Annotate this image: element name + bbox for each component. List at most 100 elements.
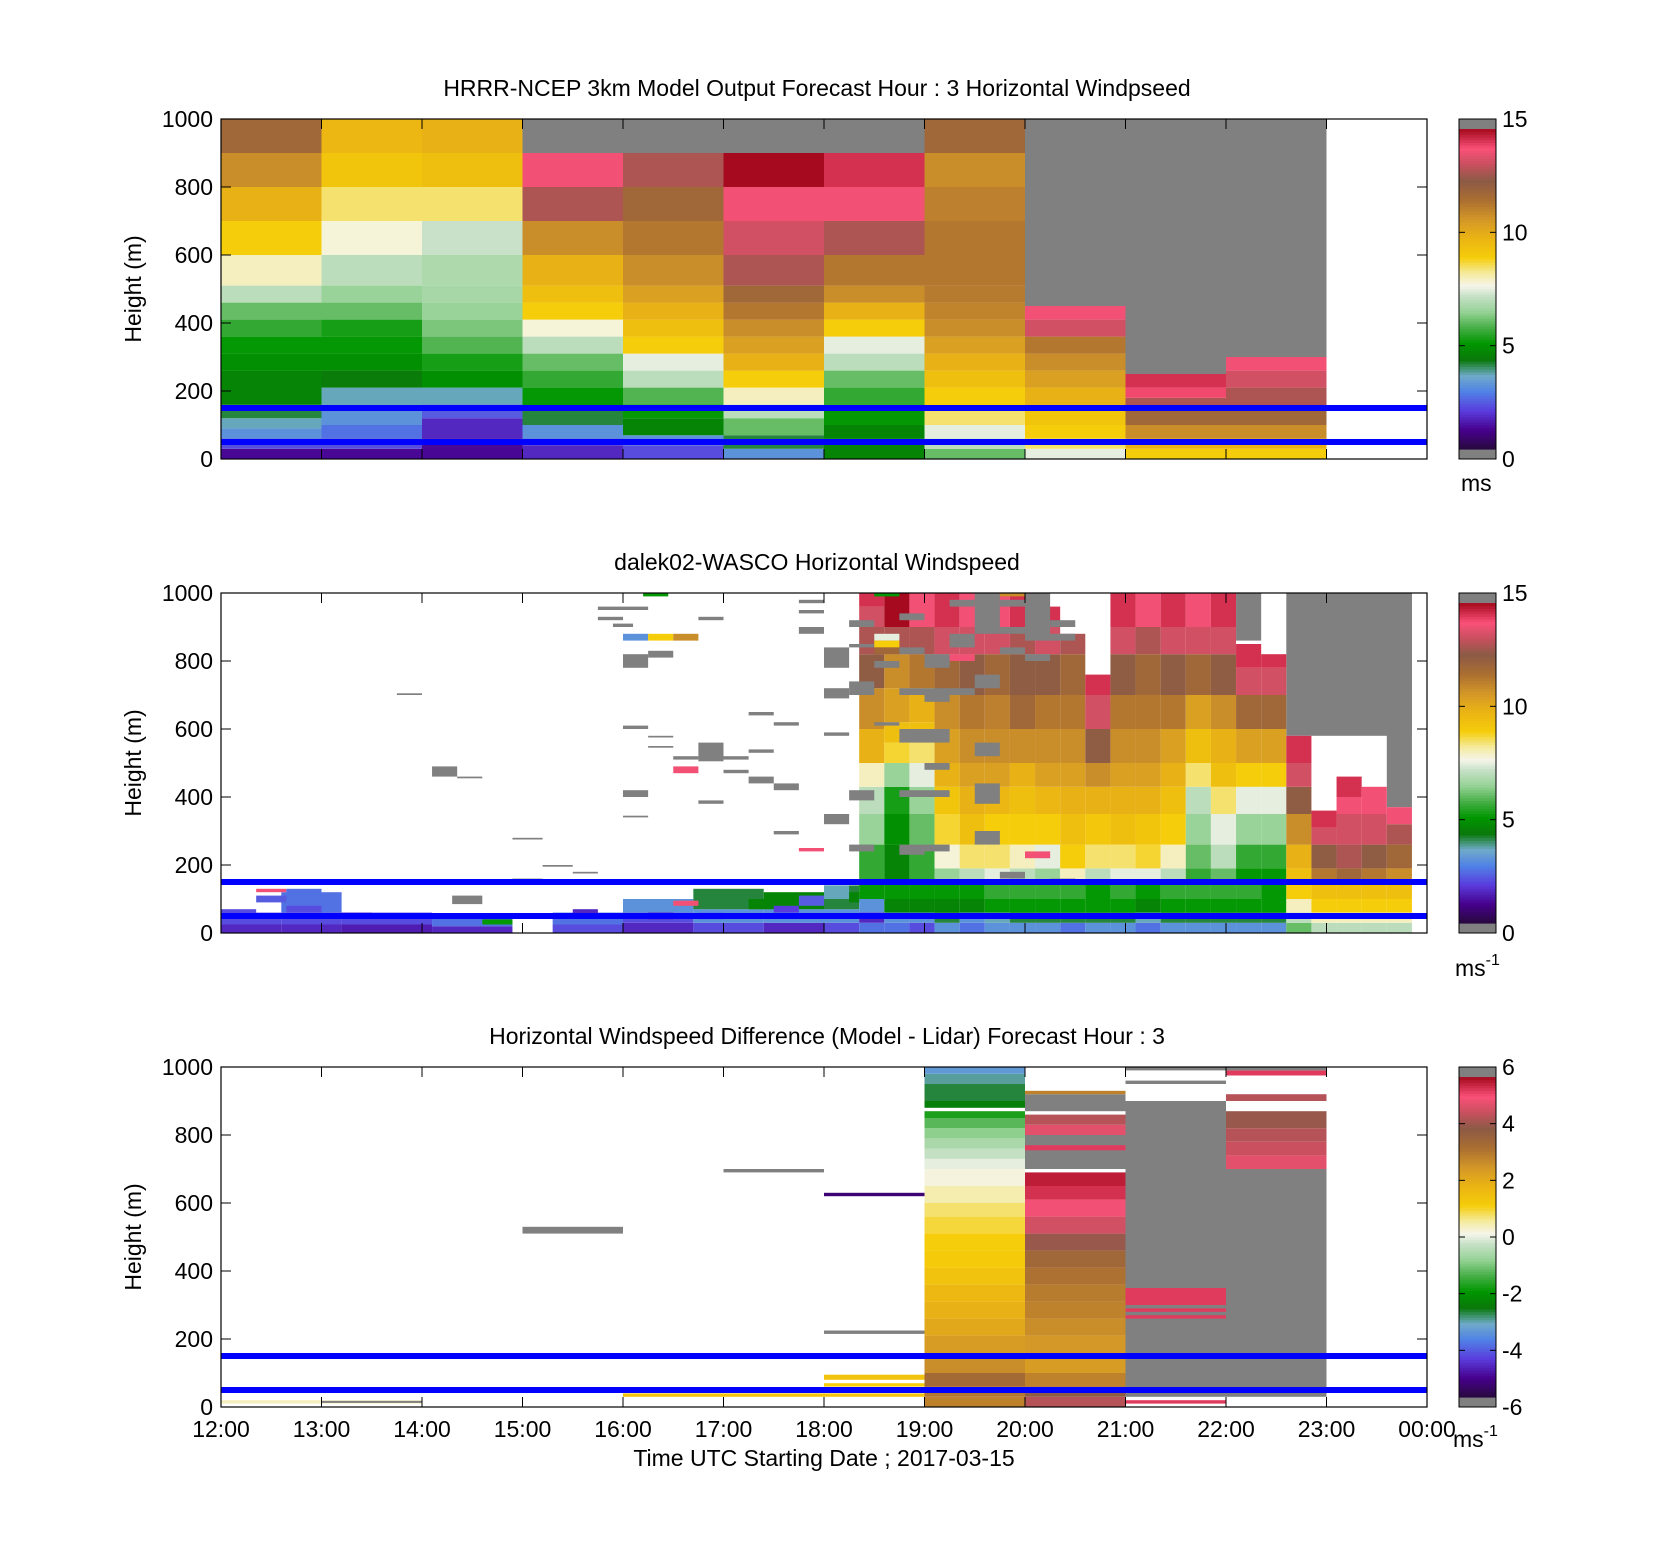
heatmap-cell xyxy=(1035,729,1061,763)
heatmap-cell xyxy=(648,735,674,738)
colorbar-tick-label: 4 xyxy=(1502,1111,1515,1137)
y-tick-label: 800 xyxy=(175,1122,213,1148)
heatmap-cell xyxy=(321,302,422,320)
colorbar-segment xyxy=(1459,888,1496,892)
heatmap-cell xyxy=(1125,1101,1226,1397)
x-tick-label: 14:00 xyxy=(393,1416,451,1442)
colorbar-segment xyxy=(1459,1266,1496,1270)
heatmap-cell xyxy=(959,868,985,882)
colorbar-segment xyxy=(1459,1087,1496,1091)
heatmap-cell xyxy=(522,221,623,255)
heatmap-cell xyxy=(924,790,950,797)
heatmap-cell xyxy=(924,1158,1025,1169)
colorbar-segment xyxy=(1459,883,1496,887)
heatmap-cell xyxy=(924,1073,1025,1084)
colorbar-segment xyxy=(1459,235,1496,239)
heatmap-cell xyxy=(824,814,850,825)
colorbar-segment xyxy=(1459,1237,1496,1241)
panel-title: HRRR-NCEP 3km Model Output Forecast Hour… xyxy=(443,75,1190,101)
colorbar-segment xyxy=(1459,760,1496,764)
colorbar-segment xyxy=(1459,145,1496,149)
colorbar-segment xyxy=(1459,1130,1496,1134)
heatmap-cell xyxy=(1060,654,1086,695)
heatmap-cell xyxy=(859,729,885,763)
heatmap-cell xyxy=(1110,695,1136,729)
heatmap-cell xyxy=(723,448,824,459)
y-tick-label: 200 xyxy=(175,1326,213,1352)
heatmap-cell xyxy=(321,285,422,303)
heatmap-cell xyxy=(824,1374,925,1380)
colorbar-segment xyxy=(1459,238,1496,242)
heatmap-cell xyxy=(1025,319,1126,337)
heatmap-cell xyxy=(884,922,910,933)
colorbar-segment xyxy=(1459,1282,1496,1286)
colorbar-segment xyxy=(1459,755,1496,759)
colorbar-segment xyxy=(1459,915,1496,919)
heatmap-cell xyxy=(623,370,724,388)
heatmap-cell xyxy=(1009,844,1036,869)
colorbar-segment xyxy=(1459,1183,1496,1187)
heatmap-cell xyxy=(1286,922,1312,933)
heatmap-cell xyxy=(974,831,1000,845)
heatmap-cell xyxy=(984,763,1010,787)
heatmap-cell xyxy=(1361,814,1387,845)
colorbar-segment xyxy=(1459,273,1496,277)
colorbar-segment xyxy=(1459,1117,1496,1121)
colorbar-segment xyxy=(1459,1119,1496,1123)
colorbar-end xyxy=(1459,593,1496,603)
heatmap-cell xyxy=(522,336,623,354)
heatmap-cell xyxy=(1060,844,1086,869)
heatmap-cell xyxy=(422,255,523,286)
heatmap-cell xyxy=(1361,882,1387,899)
heatmap-cell xyxy=(1386,807,1412,825)
heatmap-cell xyxy=(1025,1250,1126,1268)
colorbar-segment xyxy=(1459,1295,1496,1299)
colorbar-segment xyxy=(1459,1359,1496,1363)
x-tick-label: 19:00 xyxy=(896,1416,954,1442)
heatmap-cell xyxy=(1025,1145,1126,1151)
heatmap-cell xyxy=(1025,654,1051,661)
colorbar-tick-label: -2 xyxy=(1502,1281,1522,1307)
heatmap-cell xyxy=(321,119,422,153)
colorbar-segment xyxy=(1459,616,1496,620)
colorbar-segment xyxy=(1459,411,1496,415)
heatmap-cell xyxy=(1311,827,1337,845)
heatmap-cell xyxy=(1386,899,1412,913)
heatmap-cell xyxy=(321,1400,422,1403)
heatmap-cell xyxy=(522,370,623,388)
heatmap-cell xyxy=(1135,654,1161,695)
heatmap-cell xyxy=(798,599,824,604)
heatmap-cell xyxy=(924,187,1025,221)
colorbar-segment xyxy=(1459,1341,1496,1345)
colorbar-segment xyxy=(1459,635,1496,639)
heatmap-cell xyxy=(874,633,900,641)
heatmap-cell xyxy=(1386,844,1412,869)
heatmap-cell xyxy=(824,425,925,439)
colorbar-segment xyxy=(1459,129,1496,133)
heatmap-cell xyxy=(1386,824,1412,845)
y-tick-label: 400 xyxy=(175,310,213,336)
heatmap-cell xyxy=(909,814,935,845)
heatmap-cell xyxy=(1135,627,1161,655)
heatmap-cell xyxy=(924,425,1025,439)
heatmap-cell xyxy=(723,769,749,774)
colorbar-segment xyxy=(1459,912,1496,916)
colorbar-segment xyxy=(1459,685,1496,689)
colorbar-segment xyxy=(1459,848,1496,852)
colorbar-end xyxy=(1459,1397,1496,1407)
heatmap-cell xyxy=(1226,1128,1327,1142)
colorbar-segment xyxy=(1459,342,1496,346)
heatmap-cell xyxy=(1226,1070,1327,1076)
colorbar-segment xyxy=(1459,406,1496,410)
colorbar-segment xyxy=(1459,142,1496,146)
colorbar-segment xyxy=(1459,361,1496,365)
heatmap-cell xyxy=(286,905,322,913)
colorbar-segment xyxy=(1459,267,1496,271)
heatmap-cell xyxy=(1361,786,1387,814)
y-tick-label: 200 xyxy=(175,852,213,878)
colorbar-segment xyxy=(1459,648,1496,652)
colorbar-segment xyxy=(1459,313,1496,317)
colorbar-segment xyxy=(1459,683,1496,687)
colorbar-segment xyxy=(1459,230,1496,234)
